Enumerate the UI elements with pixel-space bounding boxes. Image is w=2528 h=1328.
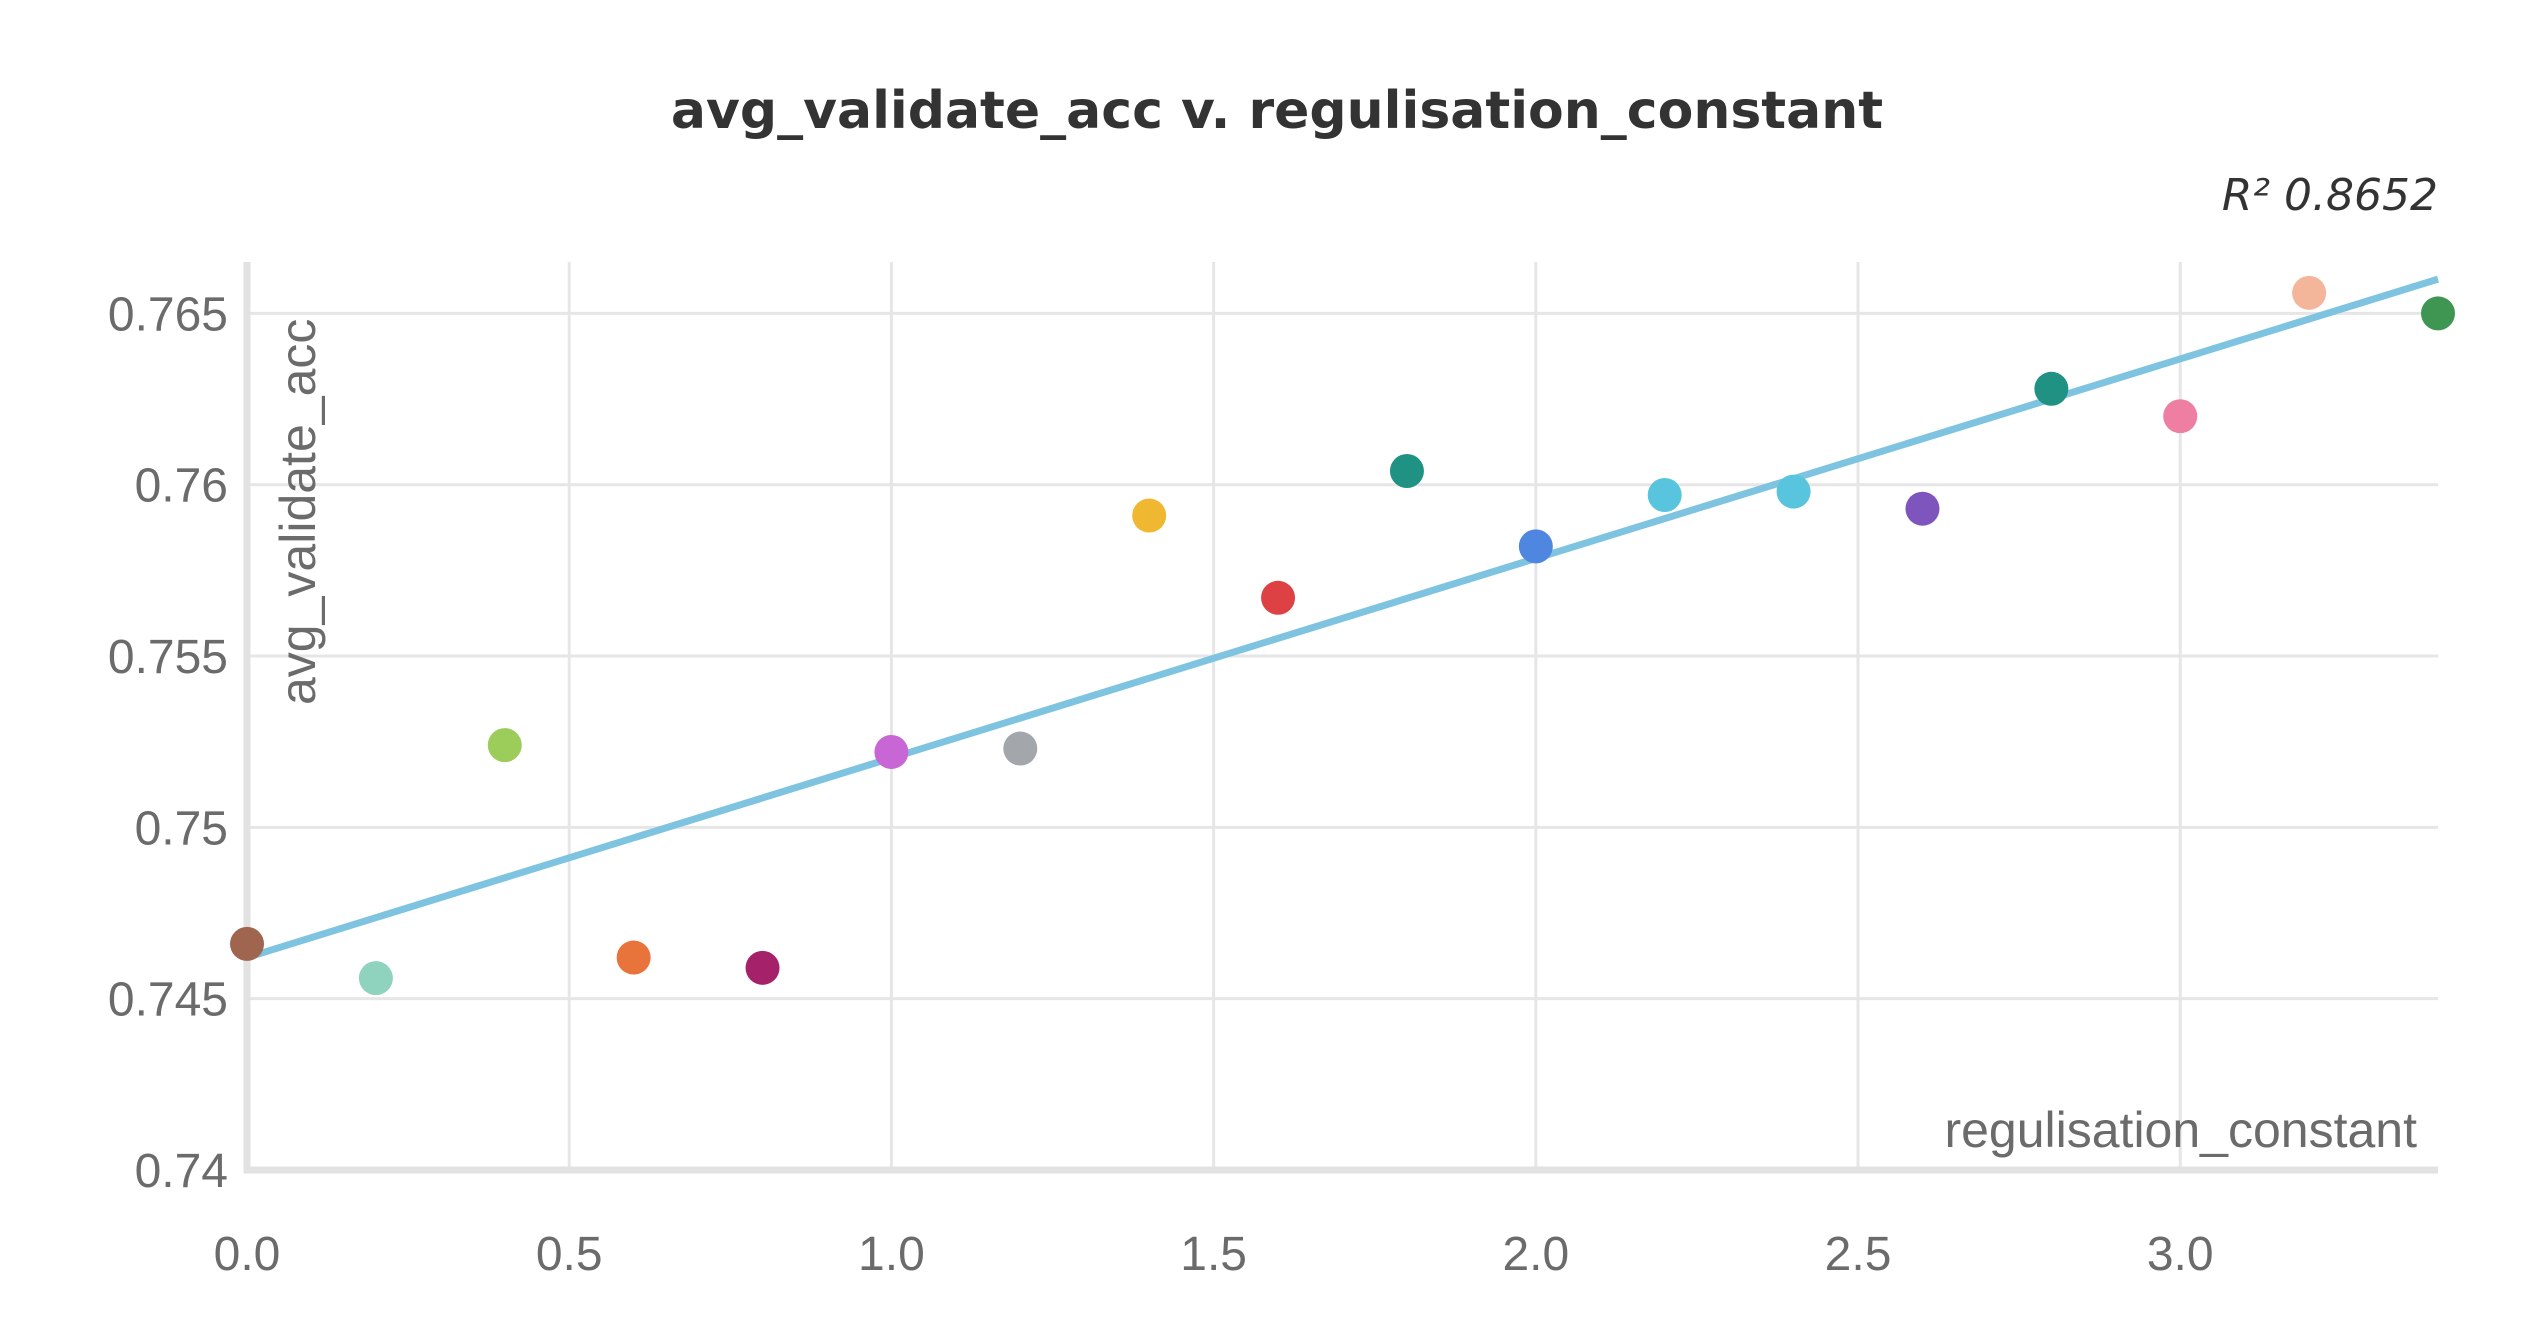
data-point[interactable] <box>2163 399 2198 434</box>
x-tick-label: 2.0 <box>1502 1228 1569 1281</box>
x-tick-label: 2.5 <box>1825 1228 1892 1281</box>
x-axis-label: regulisation_constant <box>1944 1102 2417 1158</box>
data-point[interactable] <box>487 728 522 763</box>
data-points <box>230 275 2455 996</box>
data-point[interactable] <box>2292 275 2327 310</box>
data-point[interactable] <box>874 734 909 769</box>
data-point[interactable] <box>1389 454 1424 489</box>
axis-layer <box>243 262 2438 1174</box>
y-tick-label: 0.745 <box>108 974 228 1027</box>
y-tick-label: 0.75 <box>135 802 228 855</box>
data-point[interactable] <box>745 950 780 985</box>
x-tick-label: 0.5 <box>536 1228 603 1281</box>
data-point[interactable] <box>358 961 393 996</box>
data-point[interactable] <box>1776 474 1811 509</box>
x-tick-label: 1.5 <box>1180 1228 1247 1281</box>
y-axis-label: avg_validate_acc <box>270 319 326 705</box>
x-tick-label: 0.0 <box>214 1228 281 1281</box>
r-squared-label: R² 0.8652 <box>2222 170 2438 221</box>
tick-labels: 0.74 0.745 0.75 0.755 0.76 0.765 0.0 0.5 1.0 1.5 2… <box>108 288 2214 1281</box>
x-tick-label: 1.0 <box>858 1228 925 1281</box>
data-point[interactable] <box>2034 371 2069 406</box>
data-point[interactable] <box>1132 498 1167 533</box>
chart-title: avg_validate_acc v. regulisation_constan… <box>671 81 1883 141</box>
data-point[interactable] <box>616 940 651 975</box>
data-point[interactable] <box>230 926 264 961</box>
data-point[interactable] <box>1647 477 1682 512</box>
data-point[interactable] <box>1518 529 1553 564</box>
data-point[interactable] <box>2421 296 2455 331</box>
x-tick-label: 3.0 <box>2147 1228 2214 1281</box>
y-tick-label: 0.765 <box>108 288 228 341</box>
y-tick-label: 0.74 <box>135 1145 228 1198</box>
grid-layer <box>247 262 2438 1170</box>
trendline <box>245 275 2440 961</box>
data-point[interactable] <box>1905 491 1940 526</box>
y-tick-label: 0.76 <box>135 460 228 513</box>
data-point[interactable] <box>1003 731 1038 766</box>
trendline-layer <box>245 275 2440 961</box>
data-point[interactable] <box>1261 580 1296 615</box>
y-tick-label: 0.755 <box>108 631 228 684</box>
